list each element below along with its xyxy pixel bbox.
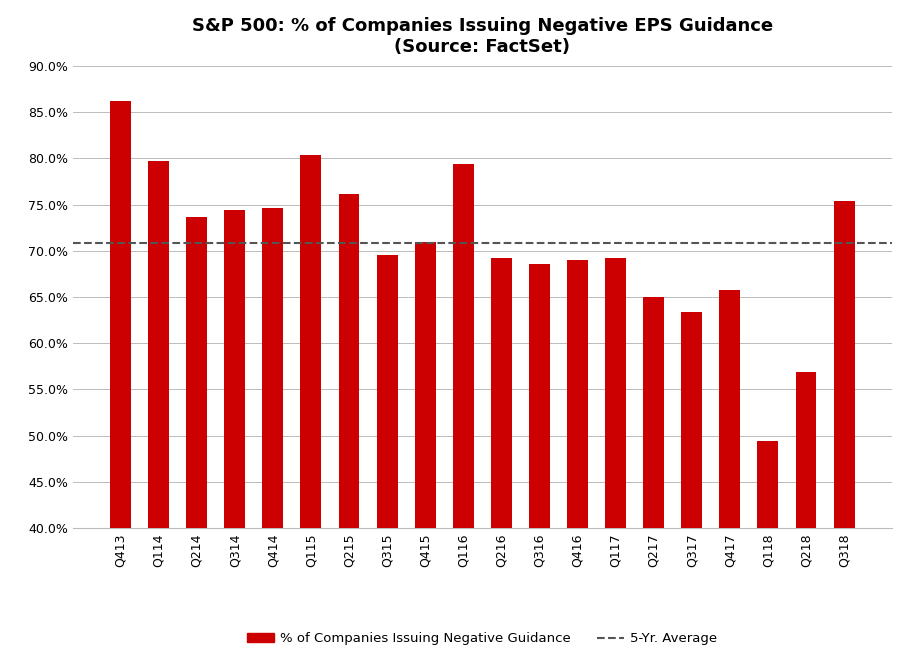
Bar xyxy=(720,290,741,528)
Bar xyxy=(110,101,131,528)
Bar xyxy=(262,209,283,528)
Bar xyxy=(834,201,854,528)
Bar xyxy=(682,312,703,528)
Bar xyxy=(757,441,778,528)
Bar xyxy=(339,193,359,528)
Bar xyxy=(415,242,436,528)
Bar xyxy=(605,258,626,528)
Bar xyxy=(148,161,169,528)
Bar xyxy=(529,264,550,528)
Bar xyxy=(377,255,398,528)
Bar xyxy=(453,164,474,528)
Bar xyxy=(643,297,664,528)
Bar xyxy=(795,372,816,528)
Bar xyxy=(187,216,207,528)
Bar xyxy=(300,154,321,528)
Legend: % of Companies Issuing Negative Guidance, 5-Yr. Average: % of Companies Issuing Negative Guidance… xyxy=(242,627,723,651)
Title: S&P 500: % of Companies Issuing Negative EPS Guidance
(Source: FactSet): S&P 500: % of Companies Issuing Negative… xyxy=(192,17,773,56)
Bar xyxy=(567,260,588,528)
Bar xyxy=(490,258,511,528)
Bar xyxy=(224,210,245,528)
